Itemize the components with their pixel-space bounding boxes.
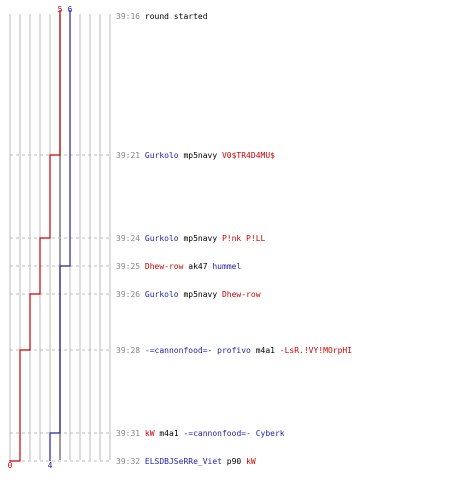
event-row: 39:26 Gurkolo mp5navy Dhew-row — [116, 290, 261, 299]
event-player-red: -LsR.!VY!MOrpHI — [275, 346, 352, 355]
event-time: 39:21 — [116, 151, 140, 160]
event-player-blue: -=cannonfood=- — [140, 346, 212, 355]
event-time: 39:24 — [116, 234, 140, 243]
event-row-lines — [10, 154, 112, 462]
event-time: 39:31 — [116, 429, 140, 438]
end-label-red: 0 — [8, 461, 13, 470]
event-player-blue: Gurkolo — [140, 151, 179, 160]
event-time: 39:26 — [116, 290, 140, 299]
start-label-red: 5 — [58, 5, 63, 14]
event-text: round started — [140, 12, 208, 21]
event-time: 39:32 — [116, 457, 140, 466]
value-labels: 65 4 0 — [8, 5, 73, 470]
series-line-red — [9, 10, 61, 462]
event-text: p90 — [222, 457, 241, 466]
event-row: 39:25 Dhew-row ak47 hummel — [116, 262, 241, 271]
event-time: 39:25 — [116, 262, 140, 271]
event-text: mp5navy — [179, 151, 218, 160]
event-player-blue: profivo — [212, 346, 251, 355]
start-label-blue: 6 — [68, 5, 73, 14]
series-line-blue — [49, 10, 71, 461]
event-time: 39:28 — [116, 346, 140, 355]
event-player-red: P!nk P!LL — [217, 234, 265, 243]
event-text: m4a1 — [251, 346, 275, 355]
event-player-blue: hummel — [208, 262, 242, 271]
event-text: mp5navy — [179, 290, 218, 299]
team-lines — [9, 10, 71, 462]
event-text: m4a1 — [155, 429, 179, 438]
event-player-red: kW — [241, 457, 256, 466]
event-row: 39:31 kW m4a1 -=cannonfood=- Cyberk — [116, 429, 285, 438]
event-time: 39:16 — [116, 12, 140, 21]
event-row: 39:16 round started — [116, 12, 208, 21]
event-player-blue: ELSDBJSeRRe_Viet — [140, 457, 222, 466]
event-text: mp5navy — [179, 234, 218, 243]
event-row: 39:32 ELSDBJSeRRe_Viet p90 kW — [116, 457, 256, 466]
event-player-blue: Gurkolo — [140, 234, 179, 243]
event-row: 39:24 Gurkolo mp5navy P!nk P!LL — [116, 234, 266, 243]
event-player-red: V0$TR4D4MU$ — [217, 151, 275, 160]
event-row: 39:21 Gurkolo mp5navy V0$TR4D4MU$ — [116, 151, 275, 160]
event-player-red: Dhew-row — [217, 290, 261, 299]
event-row: 39:28 -=cannonfood=- profivo m4a1 -LsR.!… — [116, 346, 352, 355]
end-label-blue: 4 — [48, 461, 53, 470]
event-player-blue: Gurkolo — [140, 290, 179, 299]
event-player-red: Dhew-row — [140, 262, 184, 271]
event-player-red: kW — [140, 429, 155, 438]
event-player-blue: -=cannonfood=- — [179, 429, 251, 438]
event-log: 39:16 round started 39:21 Gurkolo mp5navy… — [116, 12, 352, 466]
event-player-blue: Cyberk — [251, 429, 285, 438]
event-text: ak47 — [183, 262, 207, 271]
